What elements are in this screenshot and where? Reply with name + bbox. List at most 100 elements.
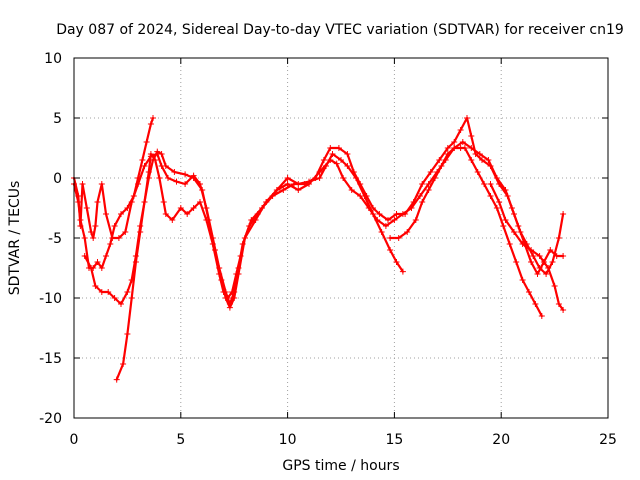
data-point-marker xyxy=(162,163,169,169)
data-point-marker xyxy=(203,217,210,223)
data-point-marker xyxy=(111,295,118,301)
data-point-marker xyxy=(226,304,233,311)
data-point-marker xyxy=(526,289,532,295)
series-trace-2 xyxy=(71,115,156,271)
data-point-marker xyxy=(327,145,334,151)
data-point-marker xyxy=(241,235,248,241)
data-point-marker xyxy=(464,115,470,121)
data-point-marker xyxy=(120,361,127,367)
x-axis-ticks: 0 5 10 15 20 25 xyxy=(70,58,617,448)
data-point-marker xyxy=(538,313,545,319)
data-point-marker xyxy=(419,199,426,205)
series-line xyxy=(389,146,543,318)
data-point-marker xyxy=(98,265,105,271)
data-point-marker xyxy=(444,145,451,151)
data-point-marker xyxy=(361,193,368,199)
data-point-marker xyxy=(528,247,535,253)
data-point-marker xyxy=(393,211,400,217)
data-point-marker xyxy=(487,193,494,199)
data-point-marker xyxy=(545,265,552,271)
data-point-marker xyxy=(432,175,438,181)
data-point-marker xyxy=(459,139,466,145)
data-point-marker xyxy=(427,169,434,175)
data-point-marker xyxy=(77,217,84,223)
data-point-marker xyxy=(295,187,302,193)
data-point-marker xyxy=(83,205,90,211)
data-point-marker xyxy=(122,229,129,235)
data-point-marker xyxy=(316,175,323,181)
data-point-marker xyxy=(323,163,329,169)
data-point-marker xyxy=(528,259,535,265)
data-point-marker xyxy=(353,175,359,181)
data-point-marker xyxy=(220,289,227,295)
data-point-marker xyxy=(224,295,231,301)
data-point-marker xyxy=(98,181,105,187)
data-point-marker xyxy=(344,151,351,157)
data-point-marker xyxy=(419,181,426,187)
data-point-marker xyxy=(124,331,131,337)
y-axis-label: SDTVAR / TECUs xyxy=(7,181,23,296)
data-point-marker xyxy=(534,271,541,277)
data-point-marker xyxy=(560,307,567,313)
data-point-marker xyxy=(98,289,105,295)
data-point-marker xyxy=(263,199,270,205)
data-point-marker xyxy=(479,157,485,163)
data-point-marker xyxy=(504,193,511,199)
data-point-marker xyxy=(184,211,191,217)
data-point-marker xyxy=(393,259,400,265)
series-trace-6 xyxy=(487,181,567,313)
data-point-marker xyxy=(549,259,556,265)
data-point-marker xyxy=(147,151,154,157)
data-point-marker xyxy=(451,145,458,151)
data-point-marker xyxy=(132,259,139,265)
data-point-marker xyxy=(103,253,109,259)
data-point-marker xyxy=(461,145,468,151)
data-point-marker xyxy=(511,229,517,235)
series-trace-3 xyxy=(81,115,567,311)
data-point-marker xyxy=(519,241,526,247)
y-axis-ticks: -20 -15 -10 -5 0 5 10 xyxy=(39,51,608,427)
data-point-marker xyxy=(284,181,291,187)
data-point-marker xyxy=(103,211,109,217)
data-point-marker xyxy=(105,289,112,295)
data-point-marker xyxy=(391,217,398,223)
data-point-marker xyxy=(128,295,135,301)
data-point-marker xyxy=(160,199,167,205)
data-point-marker xyxy=(536,265,543,271)
x-tick-label: 25 xyxy=(599,432,617,448)
data-point-marker xyxy=(107,241,114,247)
data-point-marker xyxy=(182,181,189,187)
series-trace-5 xyxy=(387,145,545,319)
grid-lines xyxy=(74,58,608,418)
data-point-marker xyxy=(511,211,517,217)
data-point-marker xyxy=(382,223,389,229)
data-point-marker xyxy=(139,157,146,163)
data-point-marker xyxy=(94,259,101,265)
data-point-marker xyxy=(90,235,97,241)
data-point-marker xyxy=(231,295,238,301)
data-point-marker xyxy=(385,217,391,223)
x-tick-label: 5 xyxy=(176,432,185,448)
data-point-marker xyxy=(171,169,178,175)
data-point-marker xyxy=(197,199,203,205)
data-point-marker xyxy=(444,151,451,157)
data-point-marker xyxy=(378,229,385,235)
data-point-marker xyxy=(162,211,169,217)
data-point-marker xyxy=(344,163,351,169)
data-point-marker xyxy=(118,301,124,307)
data-point-marker xyxy=(517,229,524,235)
data-point-marker xyxy=(190,175,197,181)
data-point-marker xyxy=(404,229,411,235)
x-tick-label: 10 xyxy=(279,432,297,448)
data-point-marker xyxy=(94,199,101,205)
data-point-marker xyxy=(81,253,88,259)
series-line xyxy=(72,116,155,270)
data-point-marker xyxy=(457,127,464,133)
series-trace-1 xyxy=(71,139,567,307)
y-tick-label: -15 xyxy=(39,351,62,367)
data-point-marker xyxy=(402,211,409,217)
data-point-marker xyxy=(141,163,148,169)
data-point-marker xyxy=(199,187,206,193)
data-point-marker xyxy=(481,181,488,187)
